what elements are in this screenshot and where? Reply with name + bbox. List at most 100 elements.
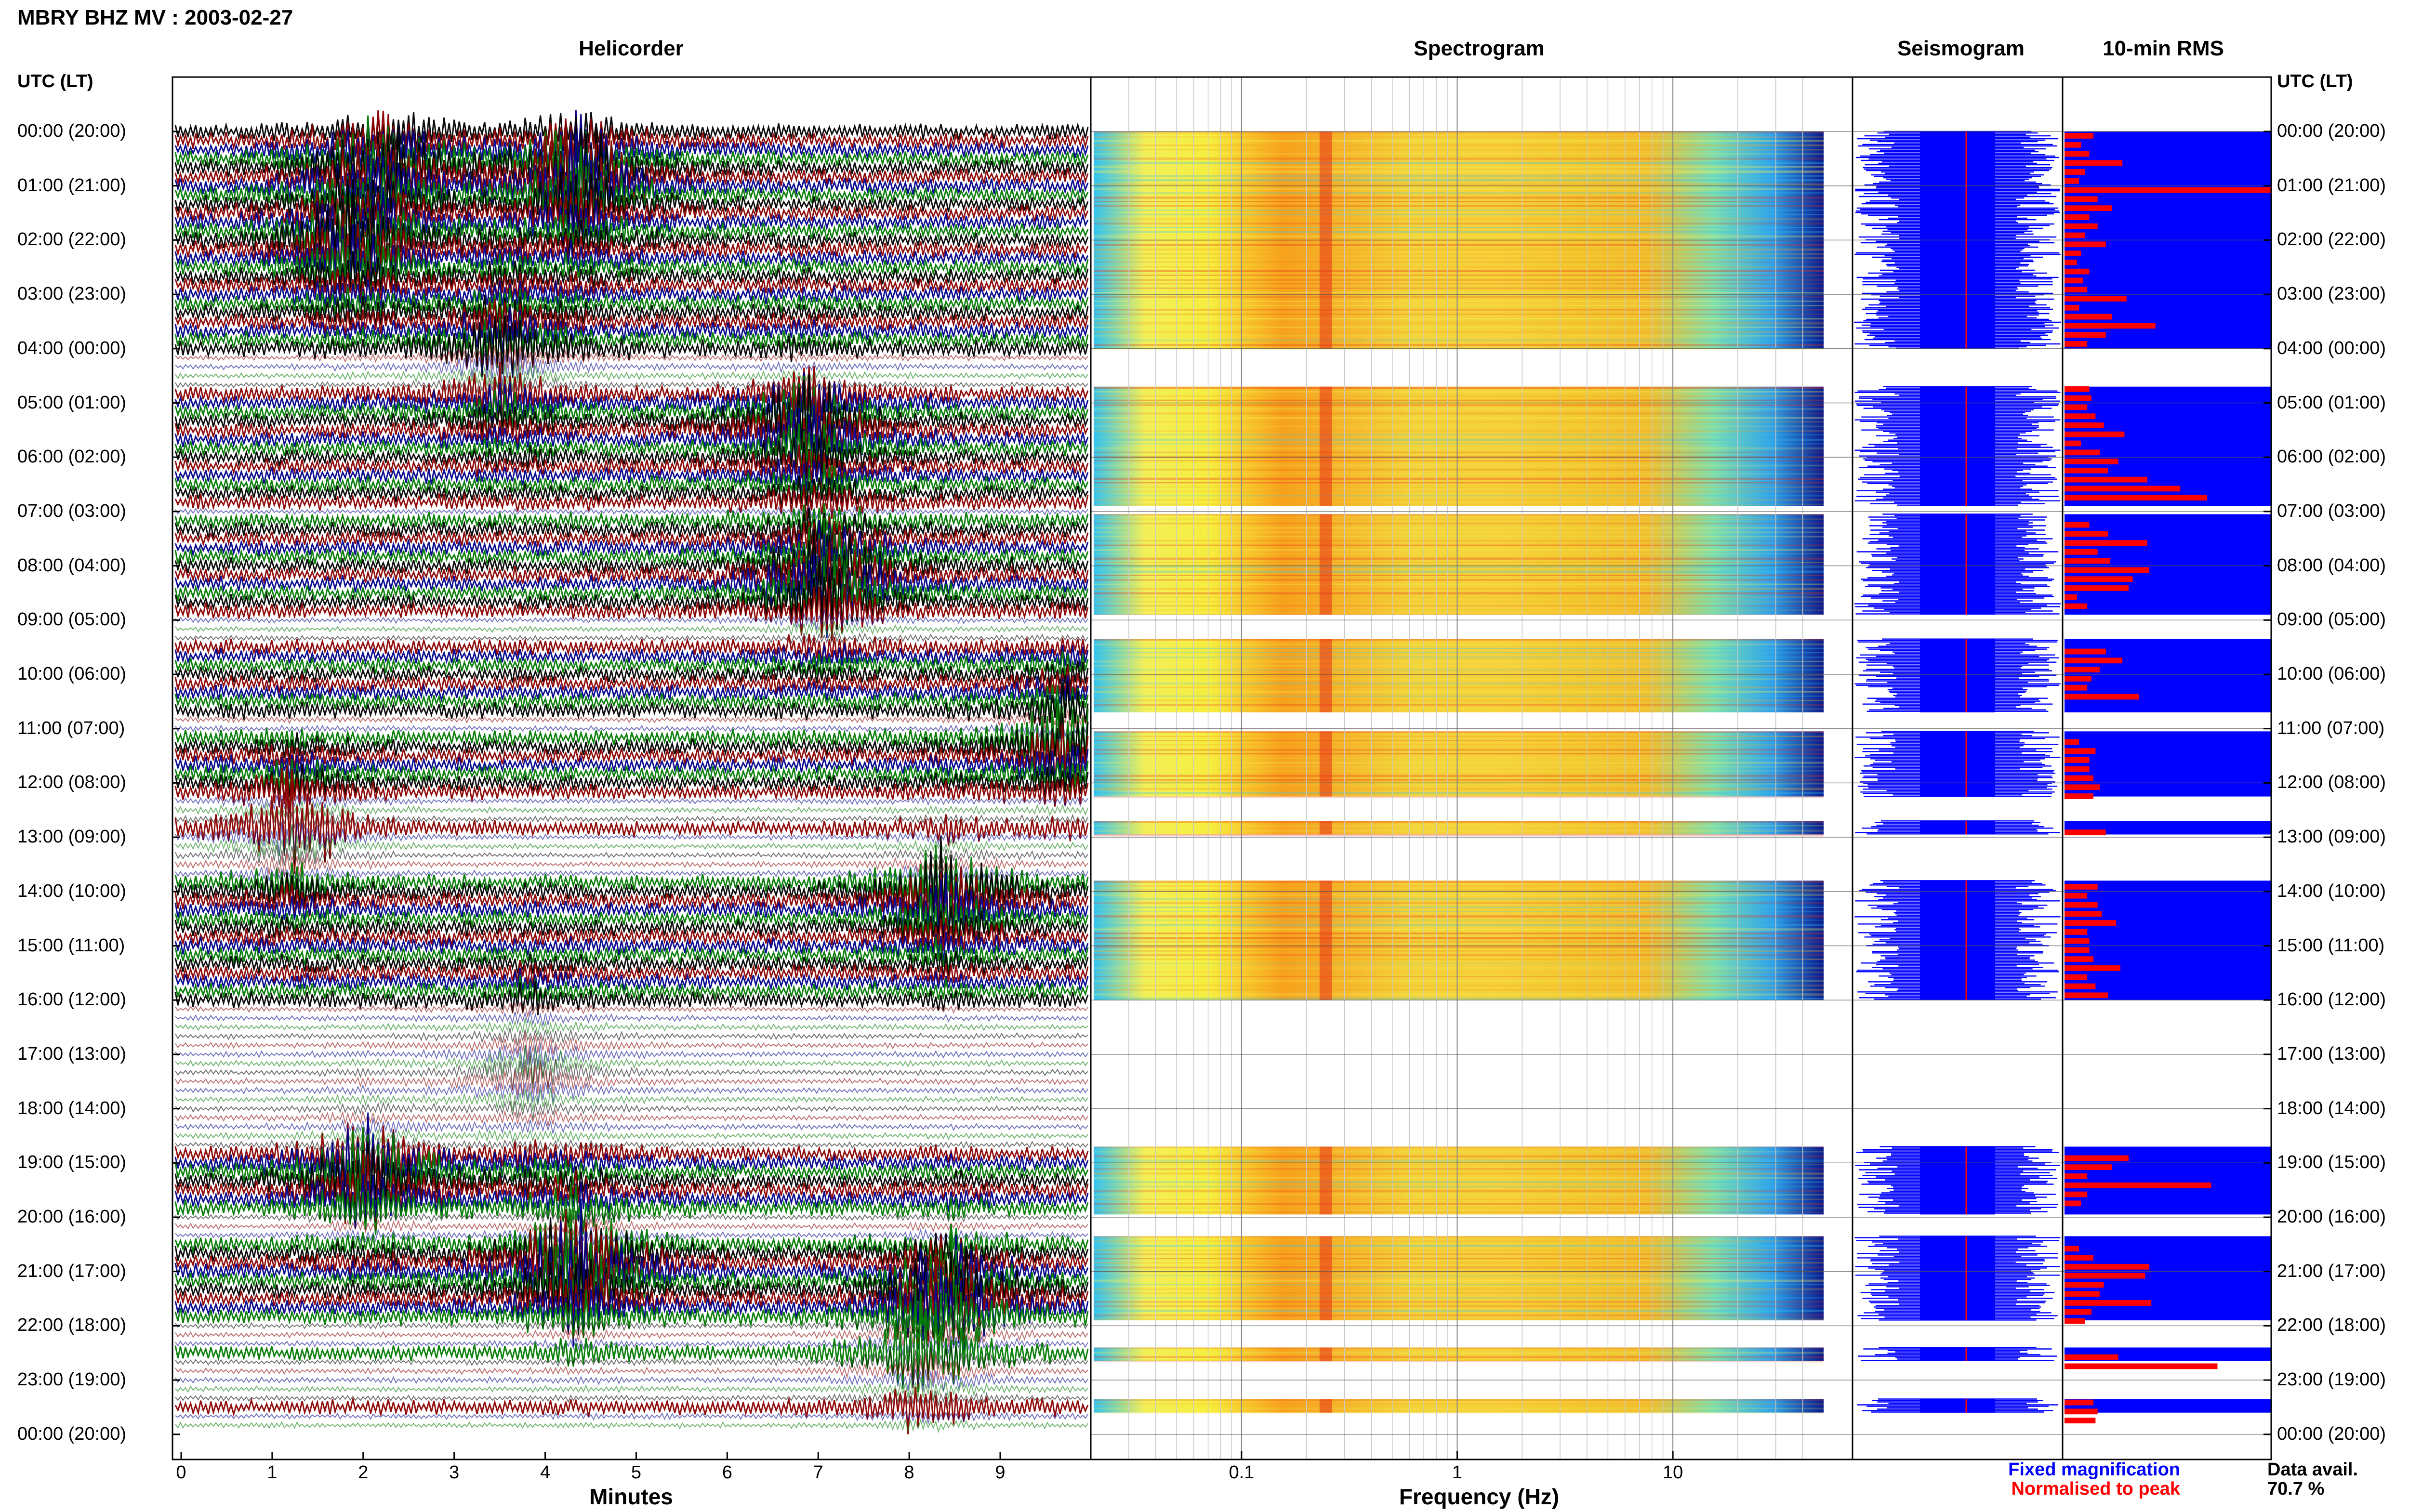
spectrogram-streak <box>1094 544 1824 546</box>
spectrogram-streak <box>1094 596 1824 598</box>
legend-normalised-to-peak: Normalised to peak <box>2011 1479 2180 1499</box>
spectrogram-streak <box>1094 762 1824 764</box>
spectrogram-band <box>1094 731 1824 797</box>
left-y-tick-label: 08:00 (04:00) <box>17 555 127 576</box>
rms-bar <box>2065 277 2083 284</box>
helicorder-trace <box>175 797 1088 821</box>
rms-bar <box>2065 314 2112 320</box>
helicorder-trace <box>174 712 1089 785</box>
spectrogram-streak <box>1094 691 1824 693</box>
helicorder-trace <box>174 118 1089 225</box>
spectrogram-streak <box>1094 894 1824 896</box>
helicorder-trace <box>174 437 1089 484</box>
spectrogram-streak <box>1094 954 1824 956</box>
helicorder-trace <box>174 553 1089 631</box>
spectrogram-streak <box>1094 482 1824 484</box>
spectrogram-streak <box>1094 588 1824 590</box>
spectrogram-streak <box>1094 140 1824 142</box>
rms-bar <box>2065 287 2088 293</box>
helicorder-trace <box>174 214 1089 281</box>
spectrogram-streak <box>1094 736 1824 737</box>
seismogram-core <box>1920 1236 1995 1321</box>
helicorder-trace <box>174 873 1089 945</box>
spectrogram-streak <box>1094 434 1824 435</box>
helicorder-trace <box>174 1288 1089 1393</box>
spectrogram-streak <box>1094 665 1824 667</box>
spectrogram-streak <box>1094 460 1824 461</box>
spectrogram-streak <box>1094 766 1824 768</box>
spectrogram-streak <box>1094 566 1824 568</box>
spectrogram-peak-band <box>1319 1347 1332 1361</box>
spectrogram-streak <box>1094 249 1824 251</box>
helicorder-trace <box>174 316 1089 378</box>
helicorder-trace <box>174 675 1089 708</box>
seismogram-core <box>1920 514 1995 615</box>
helicorder-title: Helicorder <box>579 37 684 60</box>
rms-bar <box>2065 404 2088 410</box>
helicorder-trace <box>175 1134 1088 1158</box>
spectrogram-streak <box>1094 731 1824 733</box>
spectrogram-streak <box>1094 1203 1824 1205</box>
helicorder-trace <box>174 1127 1089 1223</box>
right-y-tick-label: 15:00 (11:00) <box>2277 935 2385 956</box>
helicorder-trace <box>174 699 1089 782</box>
helicorder-trace <box>174 539 1089 616</box>
spectrogram-streak <box>1094 1407 1824 1410</box>
spectrogram-band <box>1094 1399 1824 1413</box>
helicorder-trace <box>174 389 1089 478</box>
helicorder-trace <box>174 836 1089 948</box>
right-y-tick-label: 05:00 (01:00) <box>2277 392 2386 413</box>
left-y-tick-label: 02:00 (22:00) <box>17 229 127 250</box>
helicorder-trace <box>174 508 1089 547</box>
rms-bar <box>2065 1418 2096 1424</box>
spectrogram-streak <box>1094 1245 1824 1247</box>
rms-bar <box>2065 947 2090 953</box>
left-y-tick-label: 20:00 (16:00) <box>17 1207 127 1227</box>
spectrogram-streak <box>1094 946 1824 948</box>
data-availability-value: 70.7 % <box>2267 1479 2325 1499</box>
spectrogram-streak <box>1094 158 1824 160</box>
spectrogram-streak <box>1094 223 1824 225</box>
spectrogram-band <box>1094 821 1824 835</box>
rms-bar <box>2065 304 2079 311</box>
seismogram-core <box>1920 639 1995 712</box>
helicorder-trace <box>174 937 1089 972</box>
spectrogram-streak <box>1094 331 1824 333</box>
spectrogram-streak <box>1094 1356 1824 1358</box>
spectrogram-peak-band <box>1319 731 1332 797</box>
spectrogram-streak <box>1094 327 1824 328</box>
spectrogram-streak <box>1094 408 1824 410</box>
right-y-tick-label: 06:00 (02:00) <box>2277 447 2386 467</box>
rms-bar <box>2065 151 2090 157</box>
spectrogram-streak <box>1094 179 1824 182</box>
left-y-tick-label: 22:00 (18:00) <box>17 1315 127 1336</box>
seismogram-core <box>1920 881 1995 1000</box>
rms-bar <box>2065 1291 2100 1297</box>
helicorder-trace <box>174 298 1089 341</box>
spectrogram-streak <box>1094 1198 1824 1200</box>
helicorder-trace <box>174 633 1089 663</box>
right-y-tick-label: 00:00 (20:00) <box>2277 1423 2386 1444</box>
spectrogram-streak <box>1094 575 1824 576</box>
right-y-tick-label: 17:00 (13:00) <box>2277 1043 2386 1064</box>
helicorder-trace <box>174 315 1089 374</box>
spectrogram-streak <box>1094 340 1824 341</box>
spectrogram-streak <box>1094 1181 1824 1183</box>
spectrogram-streak <box>1094 1207 1824 1209</box>
rms-bar <box>2065 196 2098 202</box>
left-y-tick-label: 10:00 (06:00) <box>17 664 127 684</box>
helicorder-x-tick-label: 6 <box>722 1462 732 1483</box>
spectrogram-streak <box>1094 430 1824 433</box>
spectrogram-band <box>1094 881 1824 1000</box>
helicorder-trace <box>175 1088 1088 1111</box>
spectrogram-streak <box>1094 1240 1824 1242</box>
rms-bar <box>2065 1318 2085 1324</box>
spectrogram-streak <box>1094 486 1824 488</box>
spectrogram-streak <box>1094 1164 1824 1165</box>
spectrogram-streak <box>1094 301 1824 302</box>
helicorder-trace <box>174 1178 1089 1236</box>
right-y-tick-label: 14:00 (10:00) <box>2277 881 2386 901</box>
helicorder-trace <box>174 145 1089 228</box>
spectrogram-streak <box>1094 601 1824 603</box>
rms-bar <box>2065 766 2090 772</box>
